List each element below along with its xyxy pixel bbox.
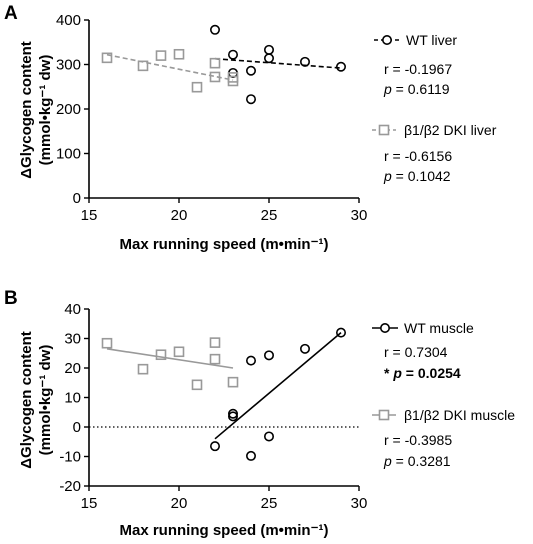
y-axis-title-b-line1: ΔGlycogen content — [18, 331, 35, 468]
data-point-a-1 — [137, 60, 149, 72]
data-point-a-1 — [209, 71, 221, 83]
p-symbol-dki-liver: p — [383, 168, 392, 184]
x-axis-title-b: Max running speed (m•min⁻¹) — [119, 522, 328, 539]
stat-r-dki-muscle: r = -0.3985 — [384, 432, 452, 448]
fit-line-a-1 — [106, 53, 234, 81]
p-value-wt-liver: = 0.6119 — [392, 81, 450, 97]
fit-line-b-0 — [214, 331, 342, 440]
y-tick-label-b: 40 — [64, 301, 81, 318]
stat-p-dki-muscle: p = 0.3281 — [383, 453, 451, 469]
x-tick-label-a: 20 — [171, 207, 188, 224]
legend-label-wt-liver: WT liver — [406, 32, 457, 48]
data-point-a-0 — [335, 61, 346, 72]
y-tick-label-b: -20 — [59, 478, 81, 495]
p-symbol-dki-muscle: p — [383, 453, 392, 469]
data-point-b-0 — [246, 450, 257, 461]
data-point-a-1 — [101, 52, 113, 64]
y-tick-label-b: 20 — [64, 360, 81, 377]
data-point-b-1 — [137, 363, 149, 375]
stat-r-wt-liver: r = -0.1967 — [384, 61, 452, 77]
stat-p-dki-liver: p = 0.1042 — [383, 168, 451, 184]
x-tick-label-a: 15 — [81, 207, 98, 224]
significance-star-wt-muscle: * — [384, 365, 393, 381]
legend-label-dki-liver: β1/β2 DKI liver — [404, 122, 497, 138]
data-point-b-1 — [101, 337, 113, 349]
legend-label-dki-muscle: β1/β2 DKI muscle — [404, 407, 515, 423]
legend-label-wt-muscle: WT muscle — [404, 320, 474, 336]
data-point-a-1 — [227, 75, 239, 87]
plot-area-b: -20 -10 0 10 20 30 40 15 20 25 30 — [59, 301, 367, 512]
p-symbol-wt-muscle: p — [392, 365, 402, 381]
legend-item-wt-muscle: WT muscle — [372, 320, 474, 336]
p-value-wt-muscle: = 0.0254 — [402, 365, 461, 381]
data-point-b-0 — [335, 327, 346, 338]
stat-r-wt-muscle: r = 0.7304 — [384, 344, 448, 360]
y-tick-label-a: 300 — [56, 57, 81, 74]
data-point-a-1 — [173, 48, 185, 60]
legend-item-dki-muscle: β1/β2 DKI muscle — [372, 407, 515, 423]
plot-area-a: 0 100 200 300 400 15 20 25 30 — [56, 12, 367, 224]
panel-b: B ΔGlycogen content (mmol•kg⁻¹ dw) -20 -1… — [4, 288, 515, 539]
stat-p-wt-muscle: * p = 0.0254 — [384, 365, 461, 381]
stat-r-dki-liver: r = -0.6156 — [384, 148, 452, 164]
data-point-b-1 — [209, 337, 221, 348]
data-point-a-0 — [210, 24, 221, 35]
panel-letter-a: A — [4, 3, 18, 24]
p-symbol-wt-liver: p — [383, 81, 392, 97]
x-tick-label-a: 25 — [261, 207, 278, 224]
data-point-a-1 — [209, 57, 221, 69]
data-point-b-1 — [173, 346, 185, 358]
x-tick-label-b: 15 — [81, 495, 98, 512]
y-tick-label-a: 0 — [73, 190, 81, 207]
x-tick-label-b: 25 — [261, 495, 278, 512]
data-point-b-0 — [263, 350, 274, 361]
fit-line-a-0 — [214, 57, 342, 69]
y-axis-title-b-line2: (mmol•kg⁻¹ dw) — [37, 345, 54, 456]
data-point-a-0 — [263, 53, 274, 64]
data-point-a-0 — [246, 65, 257, 76]
y-tick-label-b: 30 — [64, 331, 81, 348]
data-point-a-0 — [228, 49, 239, 60]
y-tick-label-a: 100 — [56, 146, 81, 163]
panel-a: A ΔGlycogen content (mmol•kg⁻¹ dw) 0 100 2… — [4, 3, 497, 253]
legend-a: WT liver r = -0.1967 p = 0.6119 β1/β2 DK… — [372, 32, 497, 184]
legend-b: WT muscle r = 0.7304 * p = 0.0254 β1/β2 … — [372, 320, 515, 469]
data-point-b-1 — [227, 376, 239, 388]
data-point-b-1 — [209, 353, 221, 365]
stat-p-wt-liver: p = 0.6119 — [383, 81, 450, 97]
data-point-a-1 — [191, 81, 203, 93]
data-point-a-0 — [246, 94, 257, 105]
data-point-b-1 — [191, 379, 203, 391]
y-tick-label-a: 400 — [56, 12, 81, 29]
data-point-a-0 — [299, 56, 310, 67]
data-point-a-1 — [155, 50, 167, 61]
legend-item-wt-liver: WT liver — [374, 32, 457, 48]
y-tick-label-b: -10 — [59, 449, 81, 466]
y-tick-label-b: 0 — [73, 419, 81, 436]
p-value-dki-liver: = 0.1042 — [392, 168, 451, 184]
y-axis-title-a-line1: ΔGlycogen content — [18, 41, 35, 178]
data-point-b-0 — [246, 355, 257, 366]
data-point-b-0 — [263, 431, 274, 442]
y-axis-title-a-line2: (mmol•kg⁻¹ dw) — [37, 55, 54, 166]
data-point-b-1 — [155, 349, 167, 361]
p-value-dki-muscle: = 0.3281 — [392, 453, 451, 469]
y-tick-label-b: 10 — [64, 390, 81, 407]
legend-item-dki-liver: β1/β2 DKI liver — [372, 122, 497, 138]
x-tick-label-b: 20 — [171, 495, 188, 512]
x-axis-title-a: Max running speed (m•min⁻¹) — [119, 236, 328, 253]
data-point-b-0 — [210, 441, 221, 452]
y-tick-label-a: 200 — [56, 101, 81, 118]
x-tick-label-b: 30 — [351, 495, 368, 512]
panel-letter-b: B — [4, 288, 18, 309]
data-point-b-0 — [228, 411, 239, 422]
data-point-b-0 — [299, 343, 310, 354]
data-point-a-0 — [263, 44, 274, 55]
x-tick-label-a: 30 — [351, 207, 368, 224]
fit-line-b-1 — [106, 348, 234, 369]
